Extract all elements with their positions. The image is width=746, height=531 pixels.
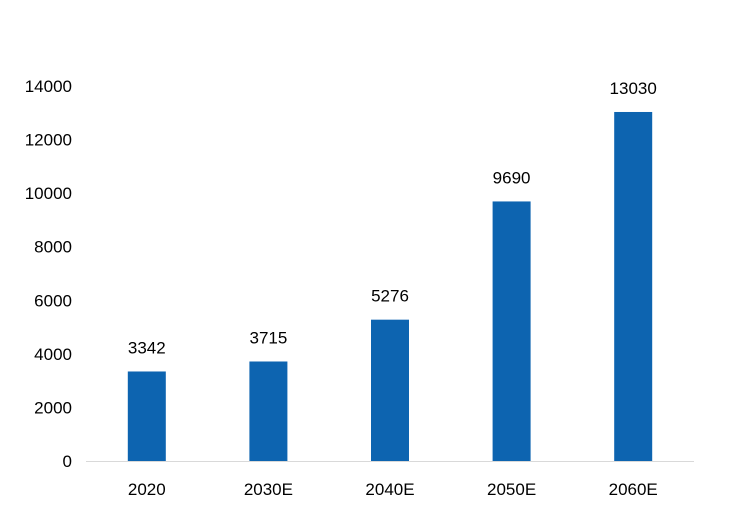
y-tick-label: 12000 — [25, 131, 72, 150]
bar — [614, 111, 653, 461]
y-axis: 0 2000 4000 6000 8000 10000 12000 14000 — [25, 77, 72, 471]
bar — [127, 371, 166, 461]
bars — [127, 111, 653, 462]
bar-value-label: 3715 — [249, 328, 287, 347]
y-tick-label: 4000 — [34, 345, 72, 364]
bar — [492, 201, 531, 462]
bar — [371, 319, 409, 461]
y-tick-label: 8000 — [34, 238, 72, 257]
x-tick-label: 2060E — [609, 480, 658, 499]
y-tick-label: 0 — [63, 452, 72, 471]
x-tick-label: 2050E — [487, 480, 536, 499]
bar-value-label: 9690 — [493, 168, 531, 187]
bar — [249, 361, 288, 461]
y-tick-label: 14000 — [25, 77, 72, 96]
y-tick-label: 6000 — [34, 291, 72, 310]
x-tick-label: 2030E — [244, 480, 293, 499]
y-tick-label: 10000 — [25, 184, 72, 203]
x-tick-label: 2020 — [128, 480, 166, 499]
x-tick-label: 2040E — [365, 480, 414, 499]
y-tick-label: 2000 — [34, 398, 72, 417]
x-axis: 2020 2030E 2040E 2050E 2060E — [128, 480, 658, 499]
bar-value-label: 13030 — [610, 79, 657, 98]
bar-value-label: 5276 — [371, 287, 409, 306]
bar-value-label: 3342 — [128, 338, 166, 357]
data-labels: 3342 3715 5276 9690 13030 — [128, 79, 657, 358]
